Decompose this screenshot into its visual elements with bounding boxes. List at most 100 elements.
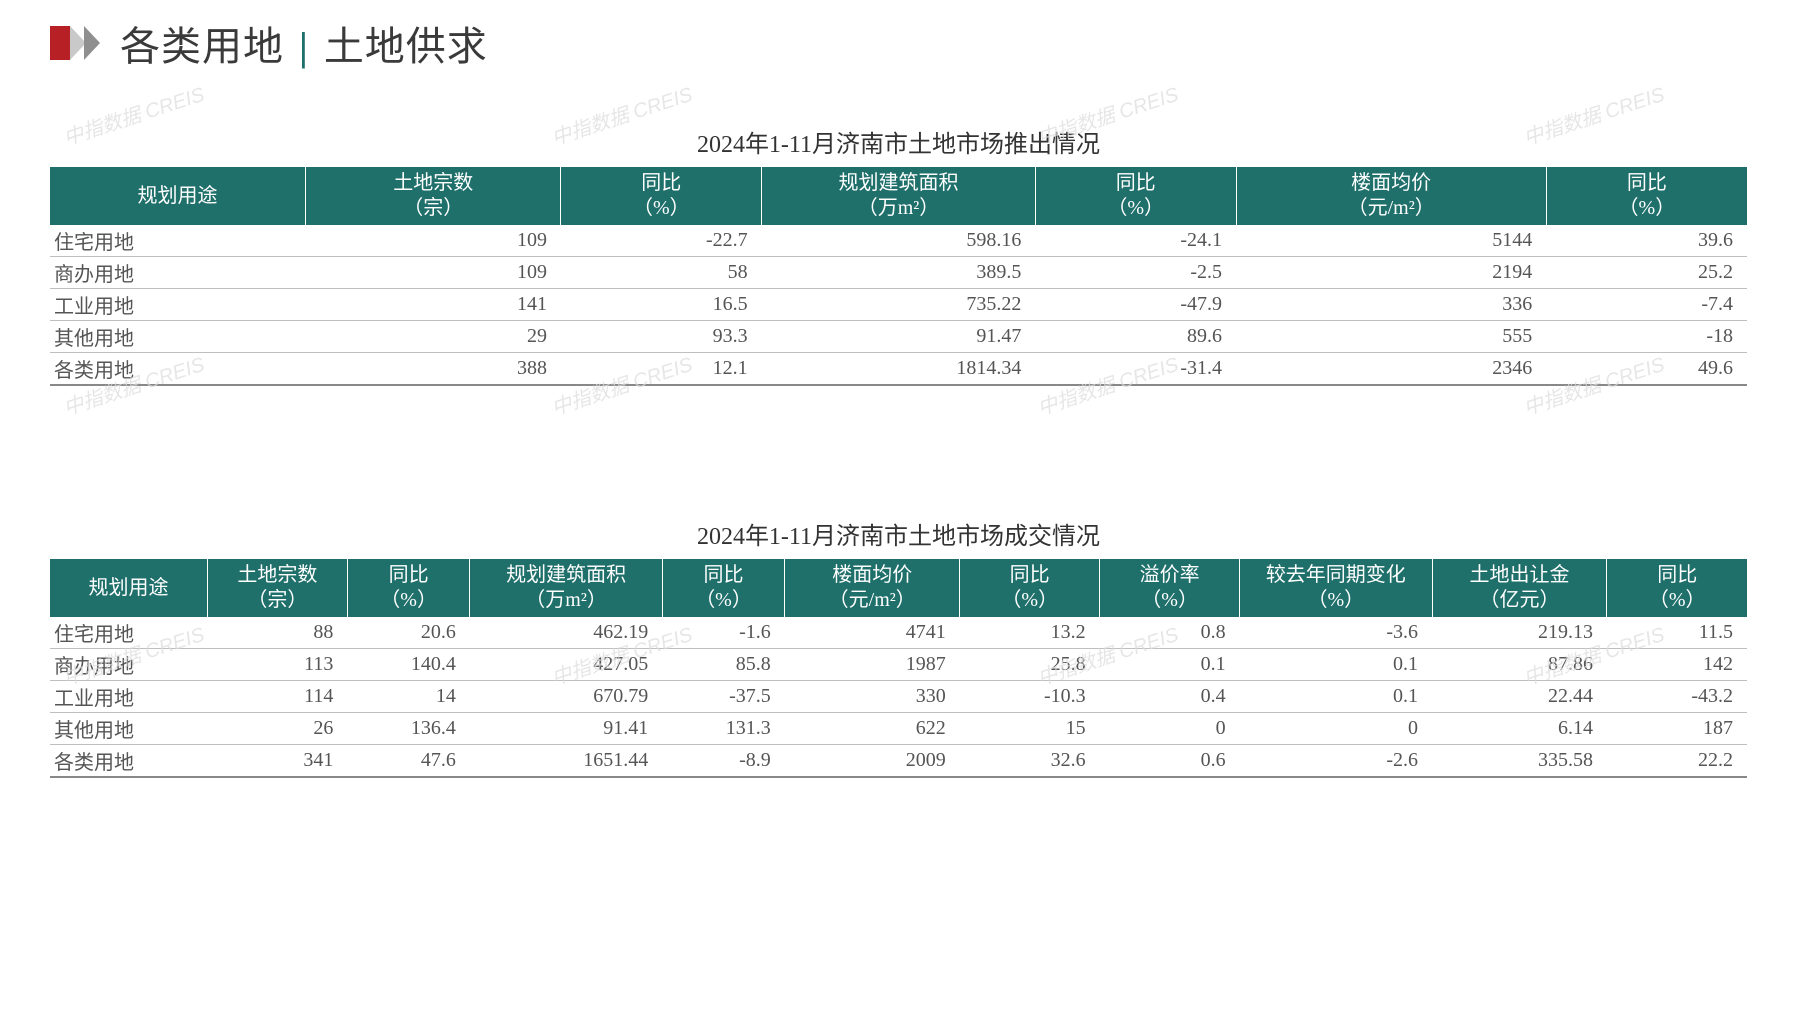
column-header-sublabel: （%） [966,588,1093,613]
column-header-label: 同比 [1627,172,1667,194]
data-cell: 141 [305,289,560,321]
table1-block: 2024年1-11月济南市土地市场推出情况 规划用途土地宗数（宗）同比（%）规划… [50,124,1747,386]
data-cell: 622 [785,713,960,745]
column-header: 楼面均价（元/m²） [1236,167,1546,225]
data-cell: 4741 [785,617,960,649]
column-header-sublabel: （%） [669,588,778,613]
column-header: 同比（%） [1035,167,1236,225]
data-cell: -43.2 [1607,681,1747,713]
page-title: 各类用地 | 土地供求 [120,14,488,72]
data-cell: 12.1 [561,353,762,386]
column-header-label: 土地宗数 [237,564,317,586]
data-cell: -18 [1546,321,1747,353]
column-header-label: 楼面均价 [1351,172,1431,194]
column-header-sublabel: （元/m²） [1243,196,1540,221]
data-cell: 47.6 [347,745,469,778]
table-row: 其他用地2993.391.4789.6555-18 [50,321,1747,353]
table2: 规划用途土地宗数（宗）同比（%）规划建筑面积（万m²）同比（%）楼面均价（元/m… [50,559,1747,778]
data-cell: 0 [1100,713,1240,745]
row-label-cell: 住宅用地 [50,617,207,649]
column-header-label: 土地出让金 [1470,564,1570,586]
table-row: 商办用地10958389.5-2.5219425.2 [50,257,1747,289]
column-header: 同比（%） [561,167,762,225]
column-header: 土地宗数（宗） [207,559,347,617]
data-cell: 20.6 [347,617,469,649]
data-cell: 58 [561,257,762,289]
column-header: 同比（%） [347,559,469,617]
table-row: 工业用地11414670.79-37.5330-10.30.40.122.44-… [50,681,1747,713]
data-cell: 25.2 [1546,257,1747,289]
data-cell: 93.3 [561,321,762,353]
data-cell: 26 [207,713,347,745]
column-header-label: 同比 [1657,564,1697,586]
table1: 规划用途土地宗数（宗）同比（%）规划建筑面积（万m²）同比（%）楼面均价（元/m… [50,167,1747,386]
data-cell: 2346 [1236,353,1546,386]
data-cell: 114 [207,681,347,713]
column-header-label: 同比 [1116,172,1156,194]
data-cell: 89.6 [1035,321,1236,353]
table2-title: 2024年1-11月济南市土地市场成交情况 [50,516,1747,551]
data-cell: 462.19 [470,617,662,649]
column-header: 规划建筑面积（万m²） [470,559,662,617]
data-cell: 109 [305,257,560,289]
data-cell: 87.86 [1432,649,1607,681]
column-header-label: 较去年同期变化 [1266,564,1406,586]
data-cell: 88 [207,617,347,649]
column-header-sublabel: （%） [354,588,463,613]
column-header-label: 规划用途 [137,185,217,207]
data-cell: 598.16 [762,225,1036,257]
row-label-cell: 住宅用地 [50,225,305,257]
data-cell: 109 [305,225,560,257]
data-cell: 16.5 [561,289,762,321]
data-cell: 6.14 [1432,713,1607,745]
column-header: 同比（%） [1607,559,1747,617]
data-cell: 29 [305,321,560,353]
table1-title: 2024年1-11月济南市土地市场推出情况 [50,124,1747,159]
column-header-label: 同比 [704,564,744,586]
data-cell: 427.05 [470,649,662,681]
column-header: 溢价率（%） [1100,559,1240,617]
data-cell: 335.58 [1432,745,1607,778]
column-header-sublabel: （宗） [312,196,554,221]
data-cell: 113 [207,649,347,681]
data-cell: -31.4 [1035,353,1236,386]
data-cell: 22.2 [1607,745,1747,778]
data-cell: 15 [960,713,1100,745]
data-cell: 1814.34 [762,353,1036,386]
data-cell: 5144 [1236,225,1546,257]
data-cell: -2.6 [1240,745,1432,778]
column-header-sublabel: （%） [567,196,755,221]
column-header-label: 规划建筑面积 [838,172,958,194]
data-cell: 49.6 [1546,353,1747,386]
column-header-sublabel: （元/m²） [791,588,953,613]
column-header: 楼面均价（元/m²） [785,559,960,617]
column-header: 同比（%） [960,559,1100,617]
data-cell: -22.7 [561,225,762,257]
column-header-sublabel: （亿元） [1439,588,1601,613]
data-cell: -10.3 [960,681,1100,713]
data-cell: 0.8 [1100,617,1240,649]
data-cell: -8.9 [662,745,784,778]
column-header: 较去年同期变化（%） [1240,559,1432,617]
data-cell: 0.4 [1100,681,1240,713]
column-header: 规划用途 [50,167,305,225]
table-row: 住宅用地8820.6462.19-1.6474113.20.8-3.6219.1… [50,617,1747,649]
data-cell: 389.5 [762,257,1036,289]
column-header: 同比（%） [662,559,784,617]
data-cell: 136.4 [347,713,469,745]
column-header: 土地出让金（亿元） [1432,559,1607,617]
data-cell: 341 [207,745,347,778]
column-header: 土地宗数（宗） [305,167,560,225]
data-cell: 131.3 [662,713,784,745]
data-cell: 2194 [1236,257,1546,289]
column-header-label: 规划建筑面积 [506,564,626,586]
data-cell: -47.9 [1035,289,1236,321]
column-header-label: 同比 [389,564,429,586]
data-cell: 85.8 [662,649,784,681]
data-cell: 2009 [785,745,960,778]
table2-block: 2024年1-11月济南市土地市场成交情况 规划用途土地宗数（宗）同比（%）规划… [50,516,1747,778]
row-label-cell: 其他用地 [50,321,305,353]
data-cell: -1.6 [662,617,784,649]
slide-root: 各类用地 | 土地供求 2024年1-11月济南市土地市场推出情况 规划用途土地… [0,0,1797,1010]
data-cell: -7.4 [1546,289,1747,321]
